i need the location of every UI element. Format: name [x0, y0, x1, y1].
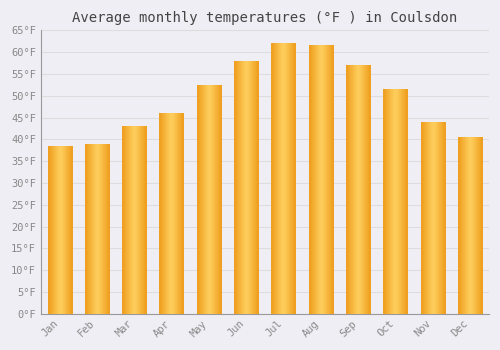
Title: Average monthly temperatures (°F ) in Coulsdon: Average monthly temperatures (°F ) in Co…	[72, 11, 458, 25]
